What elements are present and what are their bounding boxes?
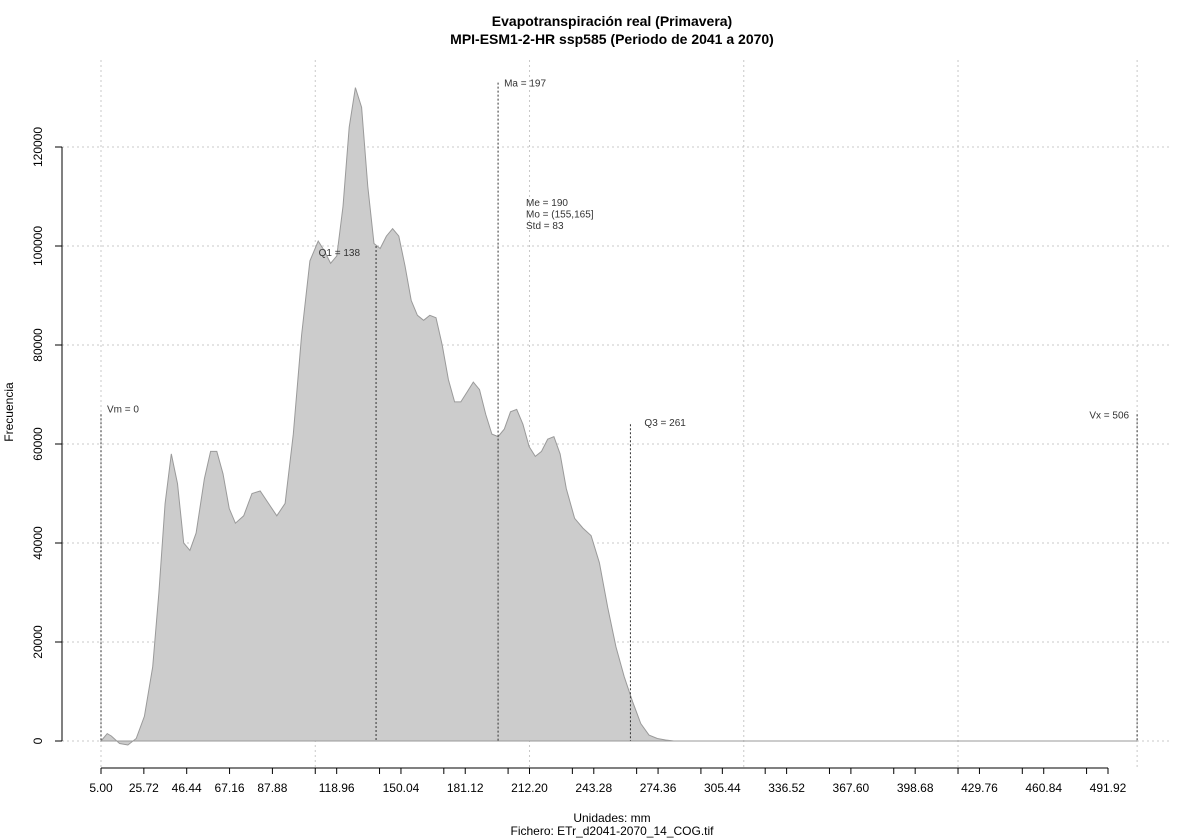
x-axis: 5.00 25.72 46.44 67.16 87.88 118.96 150.04 181.… — [89, 767, 1127, 795]
x-tick-label: 5.00 — [89, 781, 113, 795]
x-tick-label: 429.76 — [961, 781, 998, 795]
y-axis-label: Frecuencia — [2, 382, 16, 442]
marker-label: Q1 = 138 — [319, 248, 361, 259]
y-tick-label: 80000 — [31, 328, 45, 362]
x-tick-label: 336.52 — [768, 781, 805, 795]
y-tick-label: 0 — [31, 737, 45, 744]
x-tick-label: 491.92 — [1090, 781, 1127, 795]
marker-label: Vm = 0 — [107, 404, 139, 415]
y-tick-label: 20000 — [31, 625, 45, 659]
y-tick-label: 100000 — [31, 226, 45, 266]
x-tick-label: 367.60 — [833, 781, 870, 795]
x-tick-label: 25.72 — [129, 781, 159, 795]
chart-title: Evapotranspiración real (Primavera) — [492, 13, 732, 29]
x-tick-label: 67.16 — [215, 781, 245, 795]
x-tick-label: 118.96 — [319, 781, 355, 795]
x-tick-label: 243.28 — [575, 781, 612, 795]
y-tick-label: 60000 — [31, 427, 45, 461]
marker-label: Vx = 506 — [1089, 410, 1129, 421]
marker-label: Q3 = 261 — [644, 418, 686, 429]
x-axis-label-file: Fichero: ETr_d2041-2070_14_COG.tif — [511, 824, 715, 838]
x-tick-label: 87.88 — [257, 781, 287, 795]
x-tick-label: 460.84 — [1025, 781, 1062, 795]
x-tick-label: 398.68 — [897, 781, 934, 795]
y-axis: 0 20000 40000 60000 80000 100000 120000 — [31, 127, 63, 744]
area — [99, 87, 1138, 746]
x-tick-label: 274.36 — [640, 781, 677, 795]
x-axis-label: Unidades: mm — [573, 811, 650, 825]
y-tick-label: 40000 — [31, 526, 45, 560]
markers: Vm = 0 Q1 = 138 Ma = 197 Q3 = 261 Vx = 506 — [100, 79, 1138, 741]
stat-label: Me = 190 — [526, 198, 568, 209]
x-tick-label: 46.44 — [172, 781, 202, 795]
x-tick-label: 181.12 — [447, 781, 484, 795]
stat-label: Std = 83 — [526, 221, 564, 232]
x-tick-label: 212.20 — [511, 781, 548, 795]
density-area — [99, 87, 1138, 746]
x-tick-label: 305.44 — [704, 781, 741, 795]
marker-label: Ma = 197 — [504, 79, 546, 90]
y-tick-label: 120000 — [31, 127, 45, 167]
x-tick-label: 150.04 — [383, 781, 420, 795]
stat-label: Mo = (155,165] — [526, 210, 594, 221]
chart-subtitle: MPI-ESM1-2-HR ssp585 (Periodo de 2041 a … — [450, 31, 774, 47]
